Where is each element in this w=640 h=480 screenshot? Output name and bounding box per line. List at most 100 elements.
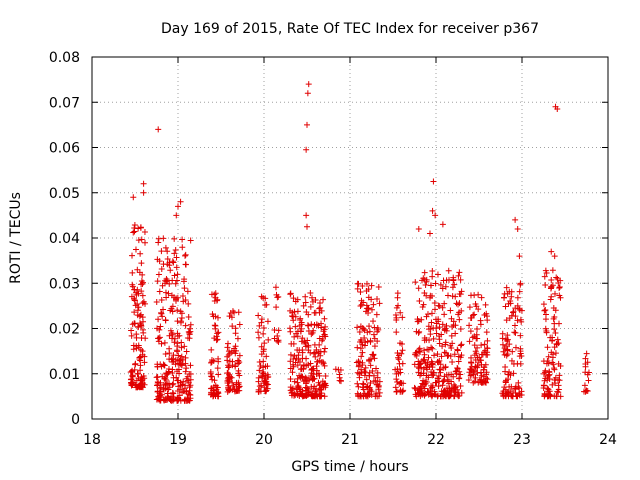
data-point <box>139 314 146 321</box>
data-point <box>550 315 557 322</box>
data-point <box>456 269 463 276</box>
x-tick-label: 19 <box>169 432 187 448</box>
data-point <box>298 319 305 326</box>
data-point <box>224 344 231 351</box>
data-point <box>229 323 236 330</box>
data-point <box>171 335 178 342</box>
data-point <box>370 318 377 325</box>
data-point <box>169 355 176 362</box>
data-point <box>374 338 381 345</box>
data-point <box>454 386 461 393</box>
data-point <box>422 390 429 397</box>
data-point <box>375 283 382 290</box>
data-point <box>179 293 186 300</box>
data-point <box>230 382 237 389</box>
data-point <box>441 327 448 334</box>
data-point <box>286 325 293 332</box>
data-point <box>397 387 404 394</box>
data-point <box>208 346 215 353</box>
data-point <box>274 332 281 339</box>
data-point <box>224 370 231 377</box>
data-point <box>140 329 147 336</box>
data-point <box>581 388 588 395</box>
data-point <box>158 297 165 304</box>
data-point <box>482 301 489 308</box>
data-point <box>506 315 513 322</box>
data-point <box>332 366 339 373</box>
data-point <box>162 351 169 358</box>
data-point <box>420 370 427 377</box>
data-point <box>288 392 295 399</box>
data-point <box>442 364 449 371</box>
data-point <box>477 317 484 324</box>
data-point <box>315 370 322 377</box>
data-point <box>141 359 148 366</box>
data-point <box>549 337 556 344</box>
data-point <box>546 369 553 376</box>
data-point <box>456 375 463 382</box>
data-point <box>273 304 280 311</box>
data-point <box>168 305 175 312</box>
data-point <box>303 380 310 387</box>
data-point <box>439 378 446 385</box>
data-point <box>305 377 312 384</box>
data-point <box>541 382 548 389</box>
chart-title: Day 169 of 2015, Rate Of TEC Index for r… <box>161 21 539 37</box>
data-point <box>555 382 562 389</box>
data-point <box>546 375 553 382</box>
data-point <box>426 230 433 237</box>
data-point <box>262 388 269 395</box>
data-point <box>412 279 419 286</box>
data-point <box>584 359 591 366</box>
data-point <box>175 360 182 367</box>
data-point <box>552 350 559 357</box>
data-point <box>160 306 167 313</box>
data-point <box>175 395 182 402</box>
data-point <box>171 272 178 279</box>
data-point <box>165 386 172 393</box>
data-point <box>169 389 176 396</box>
data-point <box>501 351 508 358</box>
data-point <box>318 320 325 327</box>
data-point <box>434 358 441 365</box>
data-point <box>129 382 136 389</box>
data-point <box>367 337 374 344</box>
data-point <box>321 315 328 322</box>
data-point <box>442 283 449 290</box>
data-point <box>414 387 421 394</box>
data-point <box>442 339 449 346</box>
data-point <box>263 301 270 308</box>
data-point <box>160 381 167 388</box>
data-point <box>483 369 490 376</box>
data-point <box>171 235 178 242</box>
data-point <box>367 356 374 363</box>
data-point <box>137 383 144 390</box>
data-point <box>482 378 489 385</box>
y-tick-label: 0.05 <box>49 186 80 202</box>
x-tick-label: 24 <box>599 432 617 448</box>
data-point <box>168 292 175 299</box>
data-point <box>158 266 165 273</box>
data-point <box>501 345 508 352</box>
data-point <box>263 387 270 394</box>
data-point <box>512 385 519 392</box>
data-point <box>418 316 425 323</box>
data-point <box>359 282 366 289</box>
data-point <box>516 305 523 312</box>
data-point <box>354 324 361 331</box>
data-point <box>298 373 305 380</box>
data-point <box>439 221 446 228</box>
data-point <box>291 352 298 359</box>
data-point <box>136 313 143 320</box>
data-point <box>373 365 380 372</box>
data-point <box>421 385 428 392</box>
data-point <box>137 224 144 231</box>
data-point <box>179 244 186 251</box>
data-point <box>441 300 448 307</box>
data-point <box>367 362 374 369</box>
data-point <box>135 304 142 311</box>
data-point <box>582 355 589 362</box>
data-point <box>232 343 239 350</box>
data-point <box>359 349 366 356</box>
data-point <box>310 385 317 392</box>
